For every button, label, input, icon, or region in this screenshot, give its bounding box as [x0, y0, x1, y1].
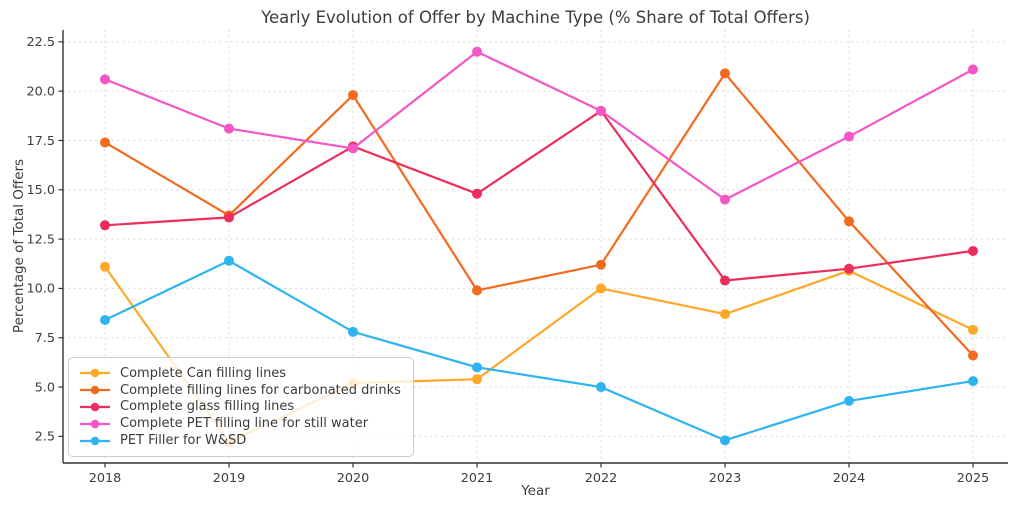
legend-item: Complete Can filling lines: [79, 365, 401, 382]
x-tick-label: 2023: [709, 471, 742, 486]
data-point: [348, 143, 358, 154]
y-tick-label: 15.0: [27, 183, 56, 198]
y-tick-label: 22.5: [27, 35, 56, 50]
data-point: [596, 382, 606, 393]
data-point: [968, 376, 978, 387]
x-tick-label: 2020: [337, 471, 370, 486]
data-point: [720, 275, 730, 286]
data-point: [596, 105, 606, 116]
series-line-4: [103, 259, 975, 442]
x-tick-label: 2021: [461, 471, 494, 486]
y-tick-label: 10.0: [27, 282, 56, 297]
data-point: [968, 245, 978, 256]
legend-label: Complete PET filling line for still wate…: [120, 416, 369, 432]
data-point: [596, 283, 606, 294]
y-tick-label: 2.5: [35, 430, 55, 445]
data-point: [348, 90, 358, 101]
chart-title: Yearly Evolution of Offer by Machine Typ…: [261, 8, 810, 27]
y-tick-label: 20.0: [27, 84, 56, 99]
data-point: [100, 314, 110, 325]
data-point: [100, 74, 110, 85]
series-line-1: [103, 72, 975, 357]
legend-label: Complete filling lines for carbonated dr…: [120, 382, 401, 398]
y-tick-label: 7.5: [35, 331, 55, 346]
data-point: [844, 131, 854, 142]
data-point: [968, 324, 978, 335]
data-point: [472, 362, 482, 373]
legend-marker-icon: [80, 402, 110, 412]
data-point: [224, 212, 234, 223]
legend-label: Complete glass filling lines: [120, 399, 295, 415]
data-point: [472, 188, 482, 199]
x-tick-label: 2025: [957, 471, 990, 486]
y-tick-label: 12.5: [27, 232, 56, 247]
legend-item: Complete glass filling lines: [79, 399, 401, 416]
legend-marker-icon: [80, 369, 110, 378]
x-tick-label: 2019: [213, 471, 246, 486]
y-axis-label: Percentage of Total Offers: [11, 158, 27, 334]
legend-label: PET Filler for W&SD: [120, 433, 247, 449]
data-point: [720, 194, 730, 205]
data-point: [100, 261, 110, 272]
legend-item: Complete PET filling line for still wate…: [79, 415, 401, 432]
data-point: [844, 216, 854, 227]
data-point: [348, 326, 358, 337]
legend-item: Complete filling lines for carbonated dr…: [79, 382, 401, 399]
legend-marker-icon: [80, 436, 110, 445]
x-axis-label: Year: [521, 483, 550, 499]
x-tick-label: 2018: [89, 471, 122, 486]
y-tick-label: 5.0: [35, 380, 55, 395]
data-point: [472, 374, 482, 385]
legend-item: PET Filler for W&SD: [79, 432, 401, 449]
legend-marker-icon: [80, 385, 110, 395]
data-point: [224, 123, 234, 134]
chart-legend: Complete Can filling lines Complete filli…: [68, 357, 414, 457]
series-line-2: [103, 109, 975, 282]
data-point: [596, 259, 606, 270]
y-tick-label: 17.5: [27, 134, 56, 149]
data-point: [224, 255, 234, 266]
data-point: [720, 309, 730, 320]
data-point: [968, 64, 978, 75]
data-point: [100, 220, 110, 231]
legend-label: Complete Can filling lines: [120, 365, 287, 381]
data-point: [720, 68, 730, 79]
x-tick-label: 2022: [585, 471, 618, 486]
data-point: [844, 263, 854, 274]
data-point: [100, 137, 110, 148]
legend-marker-icon: [80, 419, 110, 429]
data-point: [720, 435, 730, 446]
series-line-3: [103, 50, 975, 201]
data-point: [472, 46, 482, 57]
data-point: [844, 395, 854, 406]
x-tick-label: 2024: [833, 471, 866, 486]
data-point: [472, 285, 482, 296]
data-point: [968, 350, 978, 361]
